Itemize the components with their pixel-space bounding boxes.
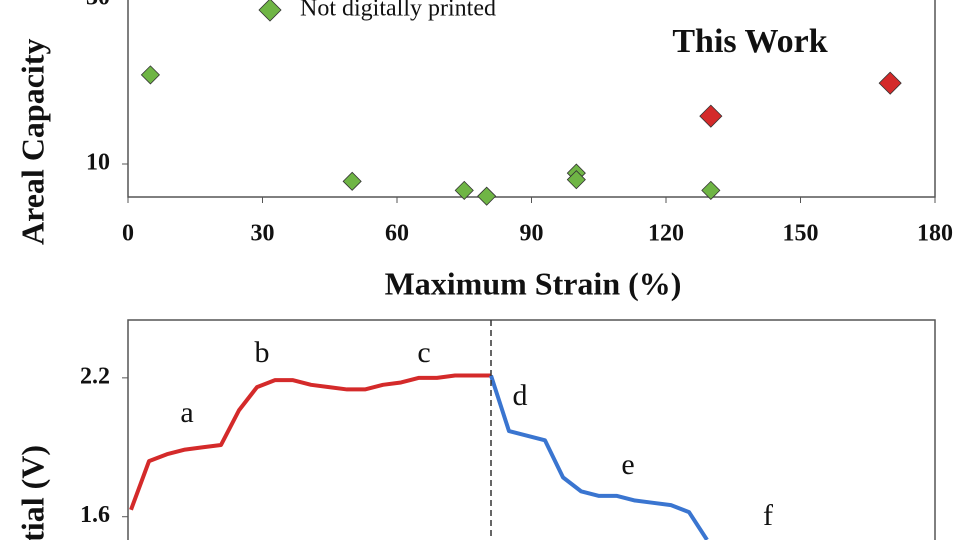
annotation: d (513, 379, 528, 412)
annotation: e (621, 448, 634, 481)
y-axis-label: Areal Capacity (14, 39, 50, 245)
annotation: b (255, 336, 270, 369)
y-tick-label: 2.2 (80, 363, 110, 389)
legend-label: Not digitally printed (300, 0, 496, 22)
x-tick-label: 150 (783, 221, 819, 247)
annotation: c (417, 336, 430, 369)
point (701, 180, 721, 200)
point (342, 171, 362, 191)
line-series (489, 374, 709, 540)
point (699, 104, 723, 128)
y-axis-label: Potential (V) (14, 445, 50, 540)
bottom-plot-frame (127, 319, 936, 540)
point (454, 180, 474, 200)
line-series (129, 373, 491, 511)
annotation: This Work (672, 23, 827, 60)
annotation: a (180, 396, 193, 429)
point (566, 170, 586, 190)
y-tick-label: 30 (86, 0, 110, 11)
y-tick-label: 1.6 (80, 502, 110, 528)
x-tick-label: 180 (917, 221, 953, 247)
x-tick-label: 120 (648, 221, 684, 247)
x-tick-label: 30 (251, 221, 275, 247)
annotation: f (763, 499, 773, 532)
x-tick-label: 60 (385, 221, 409, 247)
x-tick-label: 90 (520, 221, 544, 247)
x-tick-label: 0 (122, 221, 134, 247)
y-tick-label: 10 (86, 150, 110, 176)
point (140, 65, 160, 85)
point (477, 186, 497, 206)
legend-marker (258, 0, 282, 22)
point (878, 71, 902, 95)
x-axis-label: Maximum Strain (%) (385, 265, 682, 301)
